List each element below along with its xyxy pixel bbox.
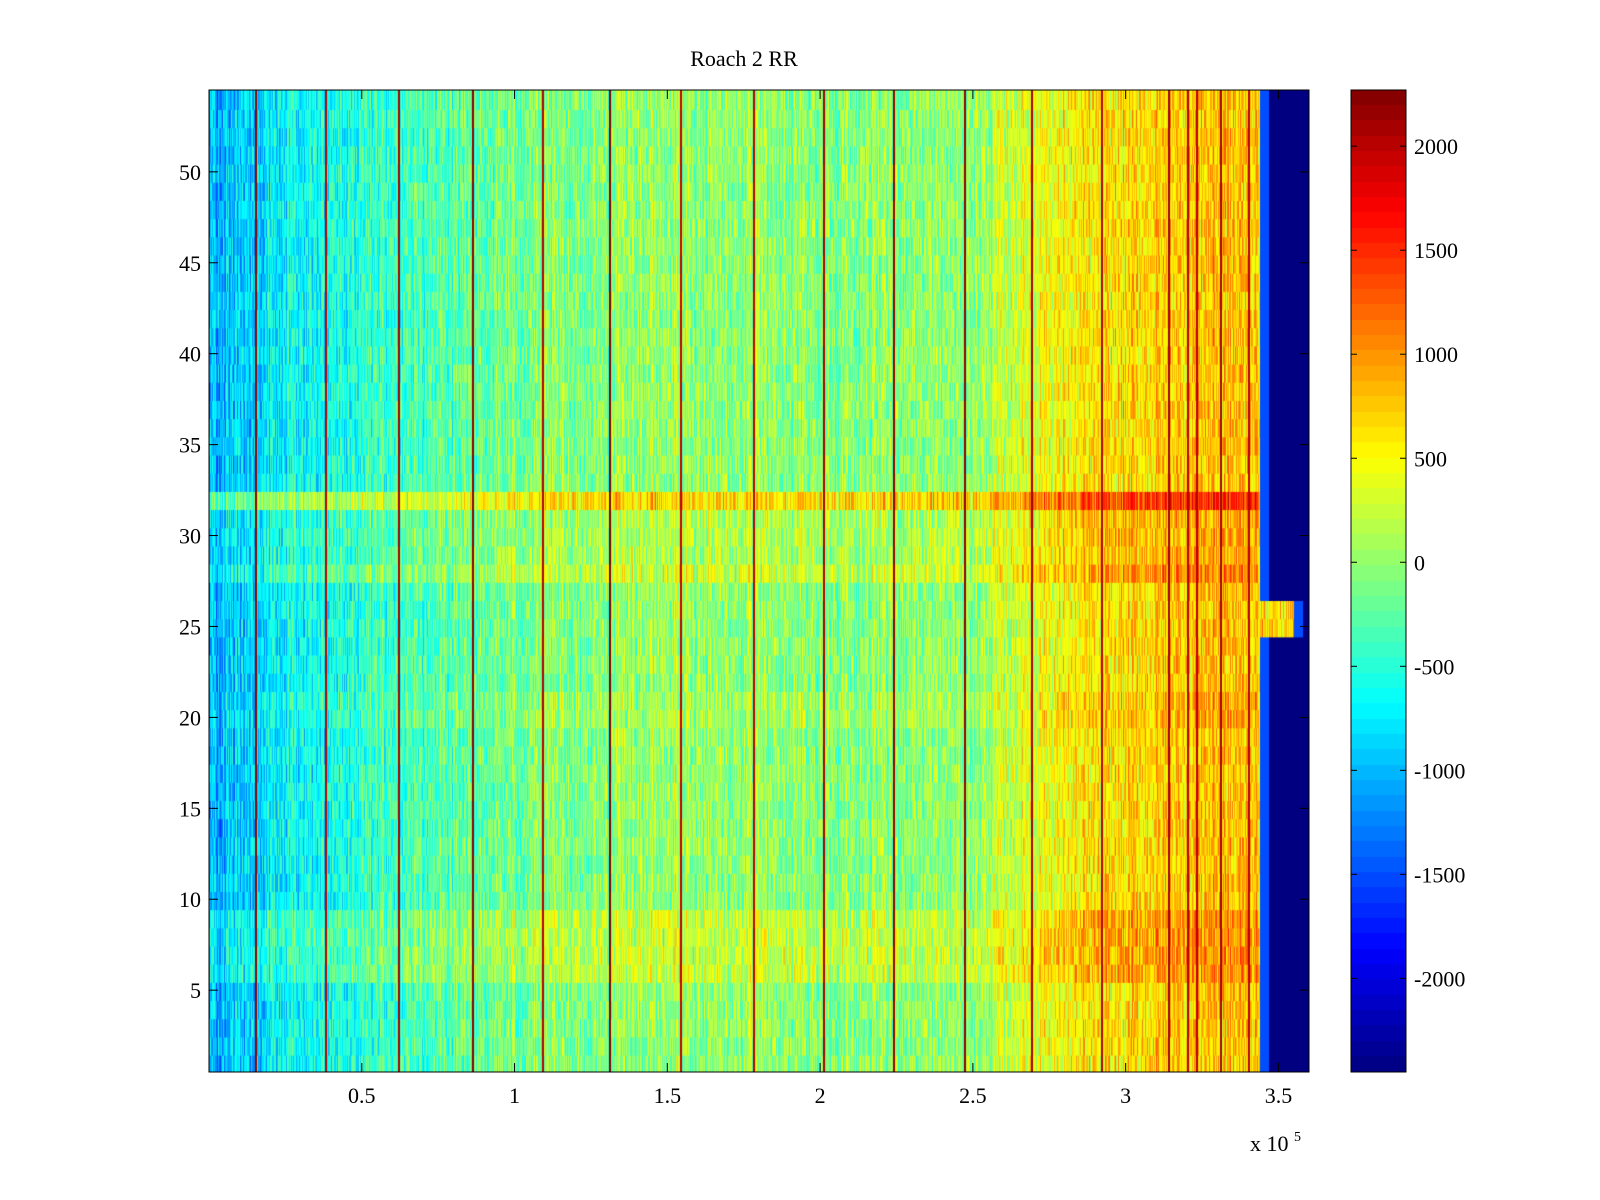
colorbar-tick-label: -500 <box>1414 654 1454 679</box>
colorbar-tick-label: 0 <box>1414 550 1425 575</box>
heatmap-image <box>209 90 1309 1072</box>
colorbar-tick-label: -1000 <box>1414 758 1465 783</box>
y-tick-label: 30 <box>179 524 201 549</box>
x-tick-label: 2.5 <box>959 1083 987 1108</box>
y-tick-label: 5 <box>190 978 201 1003</box>
y-tick-label: 25 <box>179 614 201 639</box>
y-tick-label: 40 <box>179 342 201 367</box>
x-tick-label: 0.5 <box>348 1083 376 1108</box>
y-tick-label: 35 <box>179 433 201 458</box>
x-tick-label: 3 <box>1120 1083 1131 1108</box>
y-axis-ticks: 5 10 15 20 25 30 35 40 45 50 <box>179 160 1309 1003</box>
y-tick-label: 50 <box>179 160 201 185</box>
colorbar-tick-label: -1500 <box>1414 862 1465 887</box>
x-tick-label: 2 <box>815 1083 826 1108</box>
y-tick-label: 45 <box>179 251 201 276</box>
x-tick-label: 1 <box>509 1083 520 1108</box>
colorbar-tick-label: 1000 <box>1414 342 1458 367</box>
y-tick-label: 15 <box>179 796 201 821</box>
colorbar-tick-label: 1500 <box>1414 238 1458 263</box>
colorbar-tick-label: 2000 <box>1414 134 1458 159</box>
colorbar-frame <box>1350 89 1407 1073</box>
colorbar-tick-label: -2000 <box>1414 966 1465 991</box>
heatmap-plot-area <box>209 90 1309 1072</box>
x-tick-label: 1.5 <box>654 1083 682 1108</box>
colorbar-image <box>1351 90 1406 1072</box>
x-axis-multiplier-base: x 10 <box>1250 1131 1289 1156</box>
colorbar-tick-label: 500 <box>1414 446 1447 471</box>
x-tick-label: 3.5 <box>1265 1083 1293 1108</box>
x-axis-ticks: 0.5 1 1.5 2 2.5 3 3.5 <box>348 90 1292 1108</box>
colorbar-ticks: 2000 1500 1000 500 0 -500 -1000 -1500 -2000 <box>1351 134 1465 991</box>
x-axis-multiplier: x 10 5 <box>1250 1130 1301 1156</box>
heatmap-axes-frame <box>208 89 1310 1073</box>
y-tick-label: 10 <box>179 887 201 912</box>
chart-title: Roach 2 RR <box>690 46 798 71</box>
x-axis-multiplier-exponent: 5 <box>1294 1130 1301 1145</box>
y-tick-label: 20 <box>179 705 201 730</box>
